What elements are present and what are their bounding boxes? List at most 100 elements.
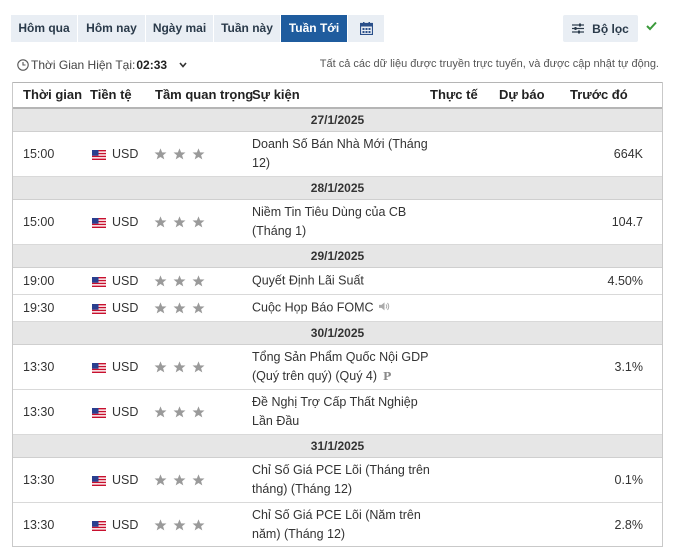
speaker-icon[interactable] [378,299,390,318]
current-time[interactable]: Thời Gian Hiện Tại: 02:33 [17,58,187,72]
event-name[interactable]: Cuộc Họp Báo FOMC [252,300,374,315]
event-time: 19:30 [23,301,55,315]
event-name[interactable]: Đề Nghị Trợ Cấp Thất Nghiệp Lần Đầu [252,395,418,428]
event-time: 13:30 [23,360,55,374]
event-time: 13:30 [23,517,55,532]
event-row[interactable]: 15:00 USD Doanh Số Bán Nhà Mới (Tháng 12) 6… [13,132,662,177]
event-previous: 2.8% [614,517,644,532]
event-name-cell[interactable]: Chỉ Số Giá PCE Lõi (Tháng trên tháng) (T… [252,461,432,499]
star-icon [173,406,186,418]
event-previous: 4.50% [607,274,643,288]
col-currency: Tiền tệ [90,87,132,102]
current-time-label: Thời Gian Hiện Tại: [31,58,136,72]
event-currency: USD [112,360,139,374]
event-name-cell[interactable]: Tổng Sản Phẩm Quốc Nội GDP (Quý trên quý… [252,348,432,386]
us-flag-icon [92,407,106,418]
tab-this-week[interactable]: Tuần này [214,15,280,42]
event-row[interactable]: 13:30 USD Tổng Sản Phẩm Quốc Nội GDP (Quý … [13,345,662,390]
clock-icon [17,59,29,71]
event-time: 15:00 [23,147,55,161]
date-row: 31/1/2025 [13,435,662,458]
event-row[interactable]: 13:30 USD Chỉ Số Giá PCE Lõi (Năm trên năm… [13,503,662,546]
filter-button[interactable]: Bộ lọc [563,15,638,42]
current-time-value: 02:33 [136,58,168,72]
event-name[interactable]: Tổng Sản Phẩm Quốc Nội GDP (Quý trên quý… [252,350,429,383]
event-name[interactable]: Doanh Số Bán Nhà Mới (Tháng 12) [252,137,428,170]
event-previous: 104.7 [611,215,643,229]
event-name-cell[interactable]: Niềm Tin Tiêu Dùng của CB (Tháng 1) [252,203,432,241]
event-row[interactable]: 15:00 USD Niềm Tin Tiêu Dùng của CB (Tháng… [13,200,662,245]
star-icon [192,518,205,530]
tab-yesterday[interactable]: Hôm qua [11,15,77,42]
event-name[interactable]: Niềm Tin Tiêu Dùng của CB (Tháng 1) [252,205,407,238]
event-row[interactable]: 19:30 USD Cuộc Họp Báo FOMC [13,295,662,322]
check-icon [646,21,657,31]
col-time: Thời gian [23,87,83,102]
star-icon [154,275,167,287]
star-icon [173,148,186,160]
col-actual: Thực tế [430,87,478,102]
event-time: 13:30 [23,473,55,487]
tab-next-week[interactable]: Tuần Tới [281,15,347,42]
importance-stars [154,406,205,419]
col-previous: Trước đó [570,87,628,102]
us-flag-icon [92,475,106,486]
importance-stars [154,275,205,288]
star-icon [173,361,186,373]
star-icon [173,302,186,314]
event-name[interactable]: Quyết Định Lãi Suất [252,273,364,288]
date-row: 27/1/2025 [13,109,662,132]
star-icon [173,275,186,287]
star-icon [173,518,186,530]
period-tabs: Hôm qua Hôm nay Ngày mai Tuần này Tuần T… [11,15,385,42]
event-name-cell[interactable]: Cuộc Họp Báo FOMC [252,298,432,317]
star-icon [173,216,186,228]
tab-today[interactable]: Hôm nay [78,15,145,42]
star-icon [154,216,167,228]
importance-stars [154,216,205,229]
chevron-down-icon[interactable] [179,62,187,68]
event-row[interactable]: 13:30 USD Đề Nghị Trợ Cấp Thất Nghiệp Lần … [13,390,662,435]
event-name-cell[interactable]: Doanh Số Bán Nhà Mới (Tháng 12) [252,135,432,173]
date-row: 29/1/2025 [13,245,662,268]
star-icon [154,474,167,486]
live-update-notice: Tất cả các dữ liệu được truyền trực tuyế… [319,58,659,70]
importance-stars [154,302,205,315]
event-currency: USD [112,215,139,229]
star-icon [192,148,205,160]
event-time: 19:00 [23,274,55,288]
col-importance: Tầm quan trọng [155,87,254,102]
importance-stars [154,148,205,161]
table-header: Thời gian Tiền tệ Tầm quan trọng Sự kiện… [13,82,662,109]
economic-calendar-table: Thời gian Tiền tệ Tầm quan trọng Sự kiện… [12,82,663,547]
importance-stars [154,361,205,374]
calendar-icon [359,22,373,35]
event-name-cell[interactable]: Quyết Định Lãi Suất [252,272,432,291]
event-name-cell[interactable]: Đề Nghị Trợ Cấp Thất Nghiệp Lần Đầu [252,393,432,431]
star-icon [192,474,205,486]
event-name[interactable]: Chỉ Số Giá PCE Lõi (Năm trên năm) (Tháng… [252,507,421,541]
event-name-cell[interactable]: Chỉ Số Giá PCE Lõi (Năm trên năm) (Tháng… [252,506,432,544]
event-currency: USD [112,517,139,532]
event-row[interactable]: 19:00 USD Quyết Định Lãi Suất 4.50% [13,268,662,295]
star-icon [192,302,205,314]
event-currency: USD [112,147,139,161]
us-flag-icon [92,520,106,531]
event-previous: 0.1% [614,473,644,487]
tab-tomorrow[interactable]: Ngày mai [146,15,213,42]
star-icon [154,406,167,418]
us-flag-icon [92,362,106,373]
event-row[interactable]: 13:30 USD Chỉ Số Giá PCE Lõi (Tháng trên t… [13,458,662,503]
date-row: 30/1/2025 [13,322,662,345]
filter-label: Bộ lọc [592,21,629,36]
event-time: 13:30 [23,405,55,419]
star-icon [154,148,167,160]
event-name[interactable]: Chỉ Số Giá PCE Lõi (Tháng trên tháng) (T… [252,463,430,496]
star-icon [192,275,205,287]
importance-stars [154,518,205,531]
event-currency: USD [112,405,139,419]
us-flag-icon [92,303,106,314]
us-flag-icon [92,149,106,160]
star-icon [154,518,167,530]
calendar-button[interactable] [348,15,384,42]
